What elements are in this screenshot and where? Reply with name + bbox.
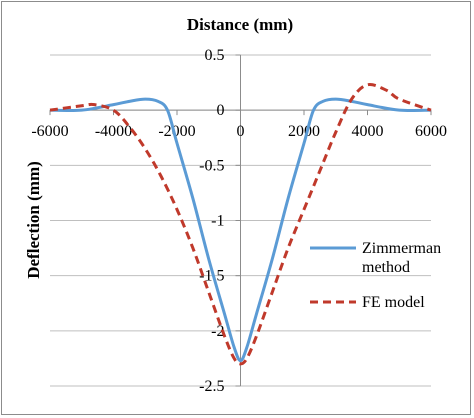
series-line-0 [49,97,432,363]
x-tick-label-2: -2000 [158,123,195,140]
y-tick-label-5: -2 [211,323,224,340]
x-tick-label-3: 0 [237,123,245,140]
tick-labels: -6000 -4000 -2000 0 2000 4000 60000.50-0.5-1-1… [31,47,447,395]
x-tick-label-6: 6000 [415,123,447,140]
series-line-1 [49,83,432,366]
y-tick-label-0: 0.5 [205,47,225,64]
y-tick-label-2: -0.5 [199,157,224,174]
x-tick-label-1: -4000 [95,123,132,140]
chart-title: Distance (mm) [187,15,293,34]
y-tick-label-3: -1 [211,213,224,230]
x-tick-label-5: 4000 [352,123,384,140]
series-lines [49,83,432,366]
y-axis-label: Deflection (mm) [24,161,43,279]
x-tick-label-4: 2000 [288,123,320,140]
legend-label-1: FE model [362,294,425,311]
x-tick-label-0: -6000 [31,123,68,140]
axes [49,54,432,387]
legend-label-0: Zimmerman method [362,240,441,276]
y-tick-label-1: 0 [217,102,225,119]
y-tick-label-6: -2.5 [199,378,224,395]
legend: Zimmerman method FE model [310,240,441,311]
